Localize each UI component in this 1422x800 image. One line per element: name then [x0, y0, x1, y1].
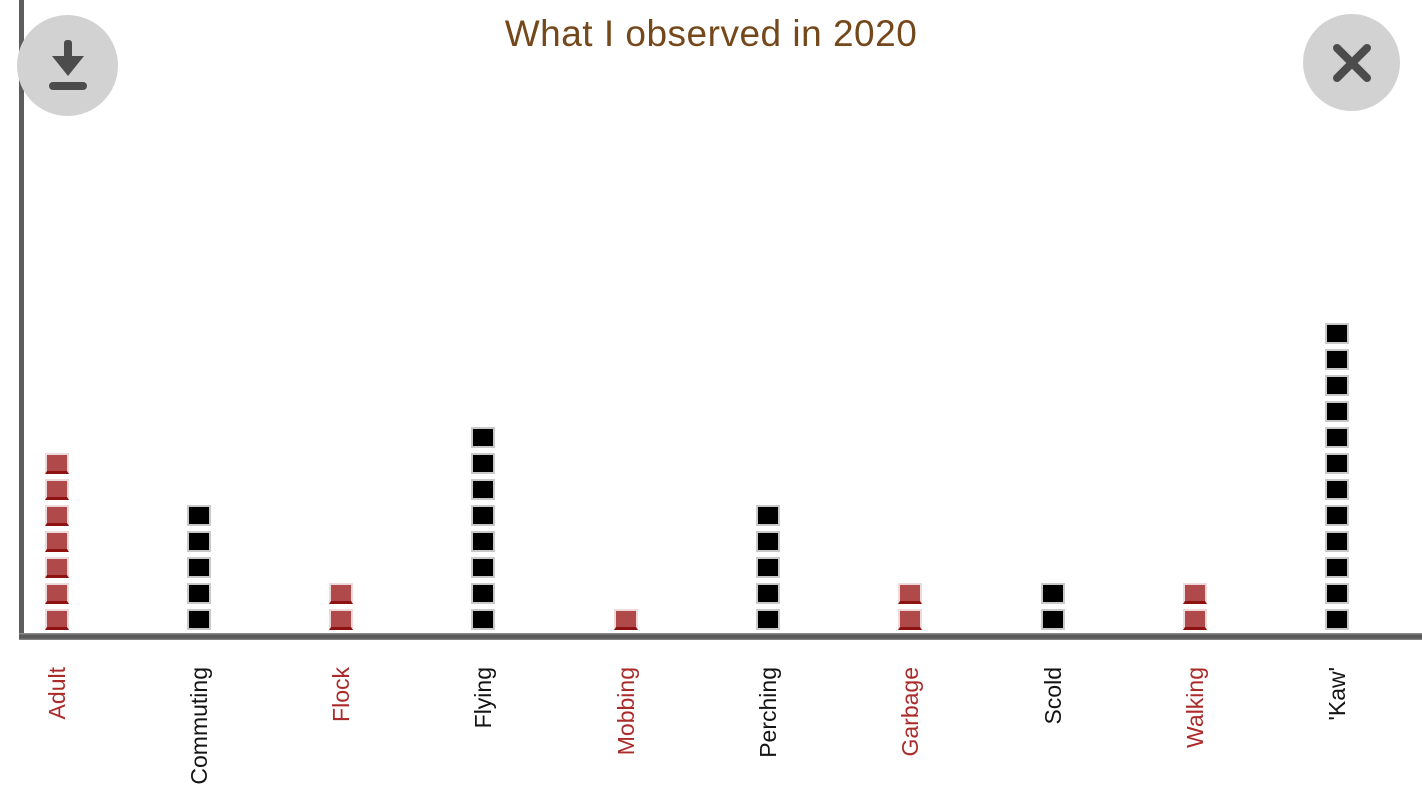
waffle-square: [1325, 583, 1350, 604]
waffle-square: [1325, 349, 1350, 370]
close-icon: [1324, 35, 1380, 91]
waffle-square: [756, 583, 780, 604]
waffle-square: [1325, 609, 1350, 630]
waffle-square: [756, 505, 780, 526]
waffle-square: [471, 557, 496, 578]
waffle-column-7: [1040, 578, 1065, 630]
waffle-column-1: [186, 500, 211, 630]
axis-label-2: Flock: [328, 667, 355, 722]
y-axis: [19, 0, 24, 639]
x-axis: [19, 633, 1422, 640]
waffle-column-4: [613, 604, 638, 630]
waffle-square: [471, 583, 496, 604]
waffle-square: [1040, 609, 1065, 630]
waffle-square: [756, 531, 780, 552]
waffle-column-3: [471, 422, 496, 630]
waffle-square: [1182, 583, 1207, 604]
waffle-square: [1325, 453, 1350, 474]
axis-label-3: Flying: [470, 667, 497, 729]
waffle-square: [1325, 505, 1350, 526]
waffle-square: [756, 557, 780, 578]
waffle-square: [1325, 531, 1350, 552]
axis-label-6: Garbage: [897, 667, 924, 757]
waffle-column-6: [898, 578, 923, 630]
waffle-square: [1040, 583, 1065, 604]
waffle-square: [1182, 609, 1207, 630]
axis-label-9: 'Kaw': [1324, 667, 1351, 721]
waffle-square: [1325, 479, 1350, 500]
waffle-square: [1325, 401, 1350, 422]
waffle-square: [613, 609, 638, 630]
waffle-column-0: [44, 448, 69, 630]
axis-label-7: Scold: [1039, 667, 1066, 725]
waffle-square: [44, 505, 69, 526]
chart-title: What I observed in 2020: [504, 13, 918, 54]
waffle-square: [44, 609, 69, 630]
waffle-square: [471, 505, 496, 526]
waffle-square: [44, 479, 69, 500]
axis-label-8: Walking: [1181, 667, 1208, 748]
waffle-column-2: [329, 578, 354, 630]
waffle-square: [186, 583, 211, 604]
axis-label-1: Commuting: [185, 667, 212, 785]
waffle-square: [186, 531, 211, 552]
axis-label-4: Mobbing: [612, 667, 639, 756]
waffle-square: [1325, 427, 1350, 448]
waffle-square: [329, 583, 354, 604]
waffle-square: [898, 609, 923, 630]
axis-label-0: Adult: [43, 667, 70, 720]
waffle-square: [471, 609, 496, 630]
download-icon: [40, 38, 96, 94]
waffle-square: [756, 609, 780, 630]
download-button[interactable]: [17, 15, 118, 116]
waffle-square: [44, 453, 69, 474]
waffle-column-9: [1325, 318, 1350, 630]
waffle-column-5: [756, 500, 780, 630]
waffle-square: [329, 609, 354, 630]
waffle-square: [1325, 323, 1350, 344]
waffle-square: [898, 583, 923, 604]
waffle-square: [186, 505, 211, 526]
waffle-square: [186, 609, 211, 630]
axis-label-5: Perching: [755, 667, 781, 758]
waffle-square: [471, 427, 496, 448]
waffle-square: [44, 557, 69, 578]
waffle-square: [1325, 557, 1350, 578]
waffle-square: [1325, 375, 1350, 396]
waffle-square: [186, 557, 211, 578]
close-button[interactable]: [1303, 14, 1400, 111]
waffle-column-8: [1182, 578, 1207, 630]
waffle-square: [471, 453, 496, 474]
waffle-square: [44, 531, 69, 552]
waffle-square: [471, 479, 496, 500]
waffle-square: [471, 531, 496, 552]
waffle-square: [44, 583, 69, 604]
